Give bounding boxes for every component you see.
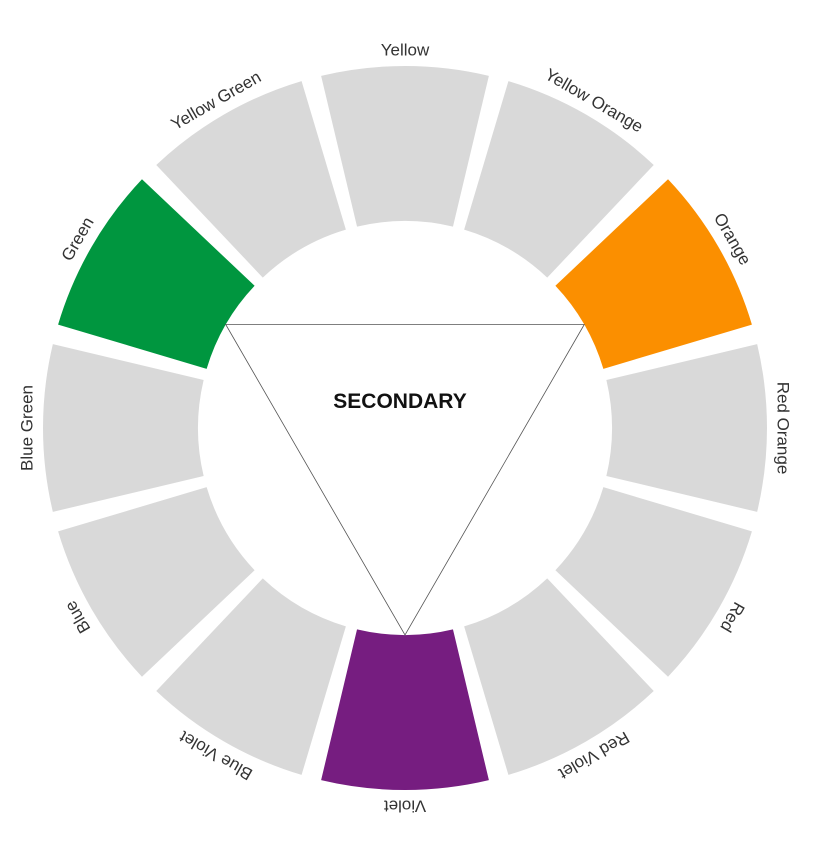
segment-label-violet: Violet	[384, 797, 426, 816]
segment-violet	[321, 629, 489, 790]
segment-blue-violet	[156, 578, 346, 775]
wheel-segments	[43, 66, 767, 790]
segment-red	[555, 487, 752, 677]
segment-yellow-green	[156, 81, 346, 278]
segment-orange	[555, 179, 752, 369]
segment-yellow	[321, 66, 489, 227]
segment-blue-green	[43, 344, 204, 512]
segment-blue	[58, 487, 255, 677]
secondary-triangle	[225, 324, 585, 636]
segment-label-blue-green: Blue Green	[18, 385, 37, 471]
center-title: SECONDARY	[333, 390, 466, 413]
segment-label-yellow: Yellow	[381, 41, 430, 60]
segment-label-red-orange: Red Orange	[774, 382, 793, 475]
segment-yellow-orange	[464, 81, 654, 278]
segment-red-orange	[606, 344, 767, 512]
segment-red-violet	[464, 578, 654, 775]
segment-green	[58, 179, 255, 369]
